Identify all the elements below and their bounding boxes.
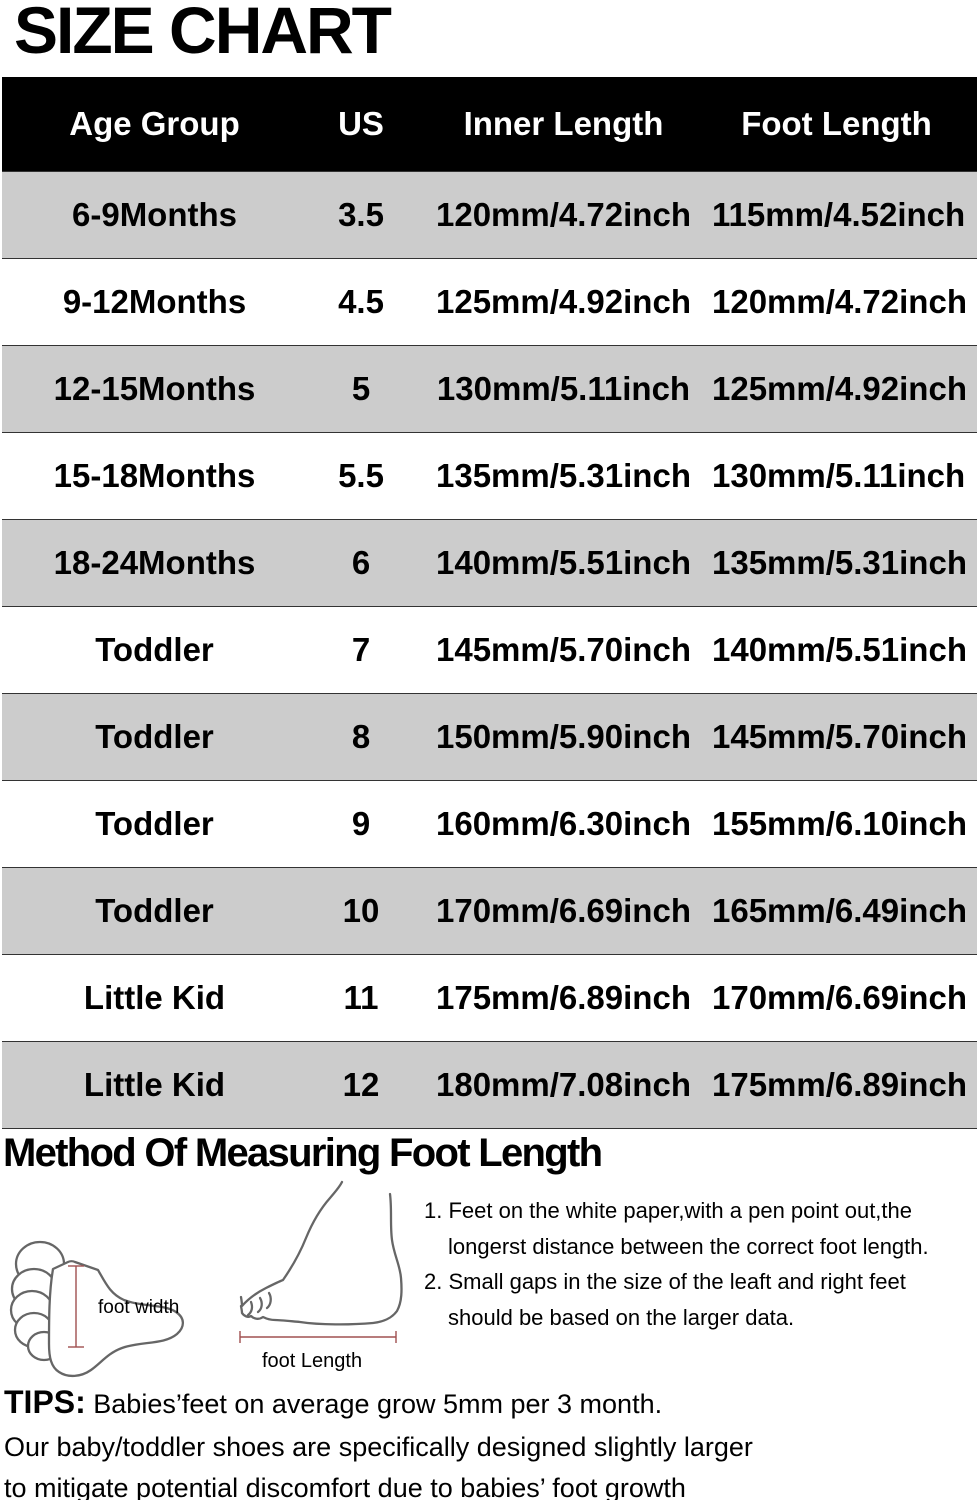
svg-text:foot width: foot width — [98, 1297, 179, 1318]
svg-text:foot Length: foot Length — [262, 1350, 362, 1372]
